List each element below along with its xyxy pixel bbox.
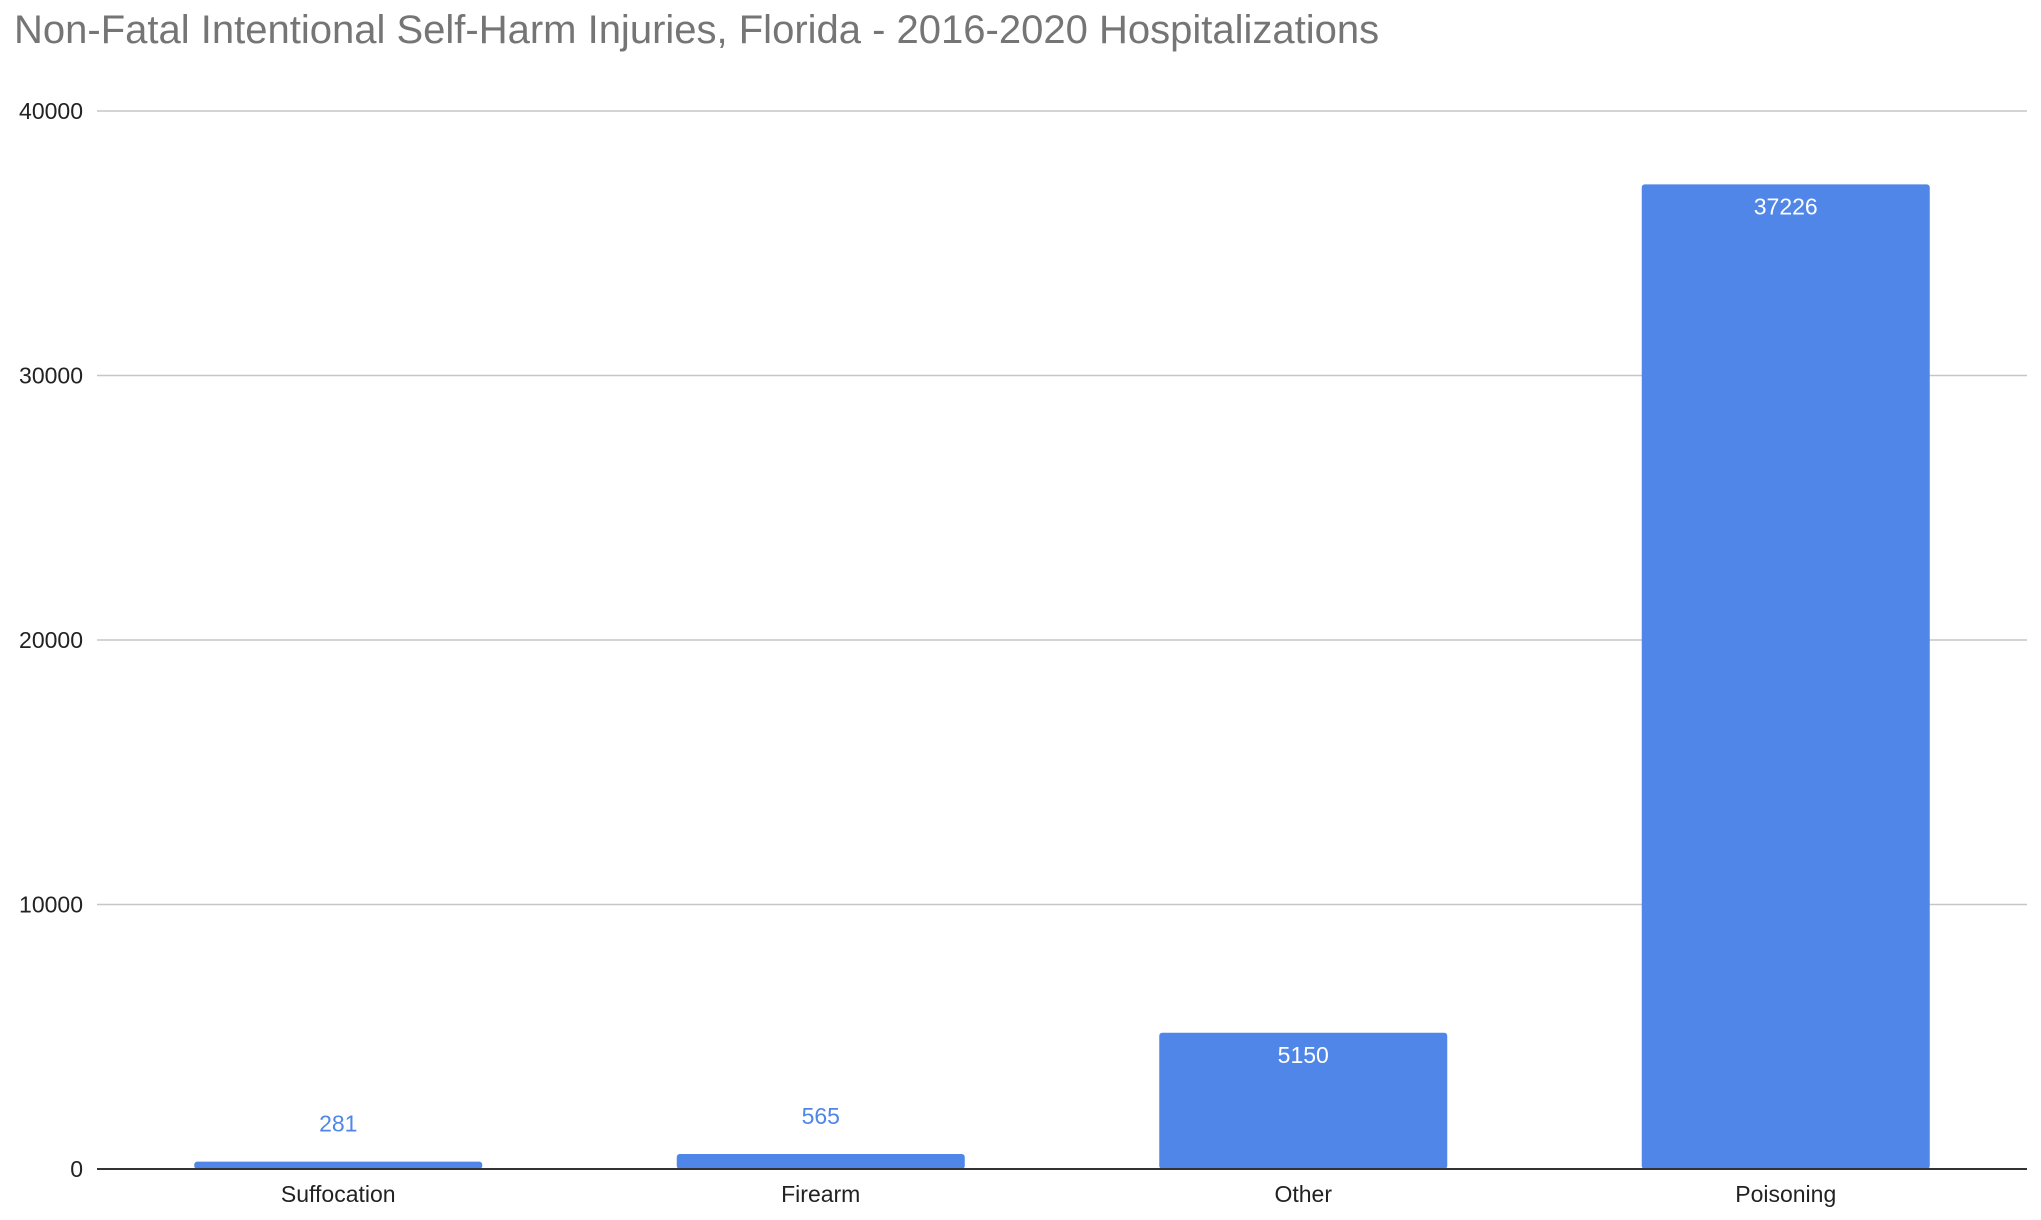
x-tick-label: Other [1274,1181,1332,1207]
bar-suffocation [194,1161,483,1169]
data-label: 281 [319,1111,357,1137]
y-axis-tick-labels: 0 10000 20000 30000 40000 [19,98,83,1182]
data-label: 37226 [1754,193,1818,219]
x-tick-label: Suffocation [281,1181,396,1207]
data-label: 565 [802,1103,840,1129]
x-axis-tick-labels: Suffocation Firearm Other Poisoning [281,1181,1836,1207]
x-tick-label: Firearm [781,1181,860,1207]
y-tick-label: 10000 [19,892,83,918]
y-tick-label: 20000 [19,627,83,653]
bar-firearm [676,1154,965,1169]
y-tick-label: 0 [70,1156,83,1182]
bars [194,184,1930,1169]
bar-other [1159,1032,1448,1169]
data-label: 5150 [1278,1042,1329,1068]
bar-poisoning [1641,184,1930,1169]
chart-title: Non-Fatal Intentional Self-Harm Injuries… [14,8,1380,52]
x-tick-label: Poisoning [1735,1181,1836,1207]
y-tick-label: 40000 [19,98,83,124]
data-labels: 281 565 5150 37226 [319,193,1818,1136]
y-tick-label: 30000 [19,363,83,389]
